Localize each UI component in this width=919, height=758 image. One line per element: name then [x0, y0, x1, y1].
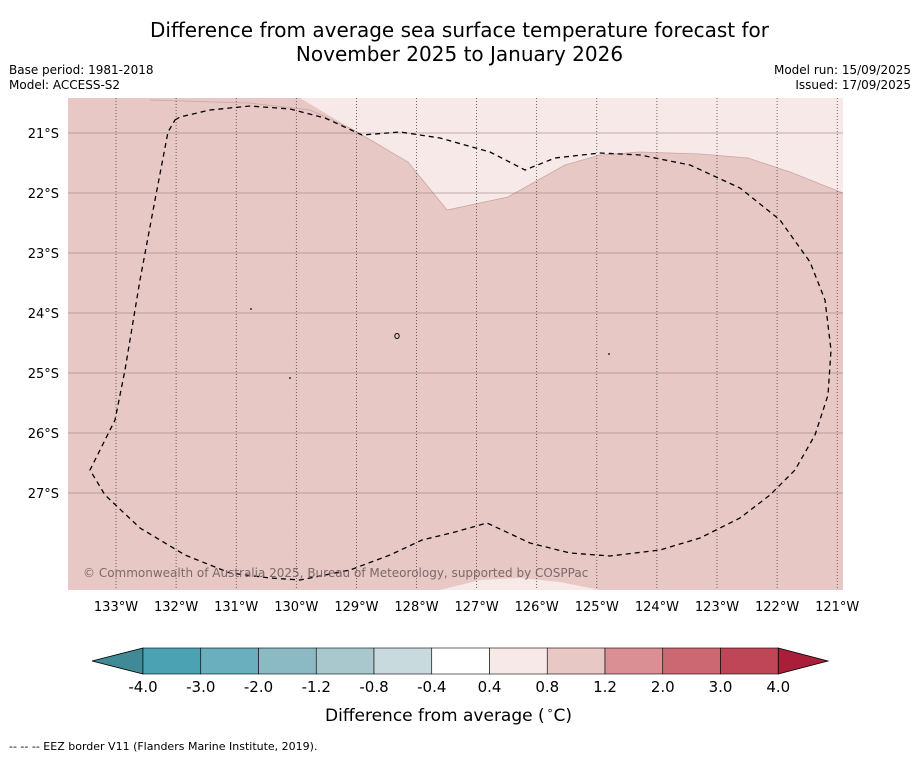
longitude-label: 131°W: [214, 600, 258, 615]
colorbar-swatch: [431, 647, 490, 675]
colorbar-over-arrow: [777, 647, 830, 675]
colorbar-swatch: [546, 647, 606, 675]
map-title: Difference from average sea surface temp…: [0, 18, 919, 66]
colorbar-tick-label: 0.4: [478, 678, 502, 696]
longitude-label: 121°W: [815, 600, 859, 615]
gridlines: [68, 98, 843, 590]
colorbar-tick-label: 0.8: [535, 678, 559, 696]
island: [289, 377, 291, 379]
colorbar-tick-label: 3.0: [709, 678, 733, 696]
longitude-label: 125°W: [575, 600, 619, 615]
colorbar-title: Difference from average (∘C): [325, 704, 572, 726]
anomaly-field-0.4-0.8: [68, 98, 843, 210]
base-period: Base period: 1981-2018: [9, 63, 154, 77]
longitude-label: 122°W: [755, 600, 799, 615]
colorbar-tick-label: 1.2: [593, 678, 617, 696]
latitude-label: 27°S: [28, 487, 59, 502]
model-name: Model: ACCESS-S2: [9, 78, 121, 92]
footnote-eez: -- -- -- EEZ border V11 (Flanders Marine…: [9, 740, 318, 753]
issued-date: Issued: 17/09/2025: [795, 78, 911, 92]
colorbar-swatch: [200, 647, 259, 675]
longitude-label: 128°W: [394, 600, 438, 615]
latitude-label: 22°S: [28, 187, 59, 202]
longitude-label: 127°W: [455, 600, 499, 615]
colorbar-tick-label: 4.0: [766, 678, 790, 696]
longitude-label: 126°W: [515, 600, 559, 615]
longitude-labels: 133°W 132°W 131°W 130°W 129°W 128°W 127°W 126°W…: [94, 600, 860, 615]
island: [608, 353, 610, 355]
latitude-label: 24°S: [28, 307, 59, 322]
colorbar-swatch: [604, 647, 664, 675]
latitude-label: 25°S: [28, 367, 59, 382]
meta-left: Base period: 1981-2018 Model: ACCESS-S2: [9, 63, 154, 93]
anomaly-contour: [149, 99, 843, 211]
colorbar-tick-label: -0.8: [359, 678, 388, 696]
longitude-label: 133°W: [94, 600, 138, 615]
map-area: © Commonwealth of Australia 2025, Bureau…: [68, 98, 843, 590]
colorbar-tick-label: 2.0: [651, 678, 675, 696]
colorbar-swatch: [258, 647, 317, 675]
longitude-label: 132°W: [154, 600, 198, 615]
title-line-1: Difference from average sea surface temp…: [149, 18, 769, 42]
eez-border: [89, 105, 832, 581]
latitude-label: 23°S: [28, 247, 59, 262]
colorbar-tick-label: -4.0: [128, 678, 157, 696]
colorbar-swatch: [315, 647, 375, 675]
island: [394, 333, 400, 339]
longitude-label: 124°W: [635, 600, 679, 615]
title-line-2: November 2025 to January 2026: [295, 42, 624, 66]
colorbar-under-arrow: [91, 647, 144, 675]
island: [250, 308, 252, 310]
longitude-label: 123°W: [695, 600, 739, 615]
colorbar-tick-label: -0.4: [417, 678, 446, 696]
colorbar-tick-label: -3.0: [186, 678, 215, 696]
latitude-label: 26°S: [28, 427, 59, 442]
colorbar-swatch: [662, 647, 721, 675]
latitude-labels: 21°S 22°S 23°S 24°S 25°S 26°S 27°S: [28, 127, 59, 502]
colorbar-swatch: [373, 647, 433, 675]
colorbar: -4.0 -3.0 -2.0 -1.2 -0.8 -0.4 0.4 0.8 1.2 2.0 3.0 4…: [91, 647, 830, 696]
meta-right: Model run: 15/09/2025 Issued: 17/09/2025: [774, 63, 911, 93]
longitude-label: 129°W: [334, 600, 378, 615]
latitude-label: 21°S: [28, 127, 59, 142]
colorbar-tick-label: -1.2: [302, 678, 331, 696]
copyright-text: © Commonwealth of Australia 2025, Bureau…: [83, 566, 588, 580]
model-run: Model run: 15/09/2025: [773, 63, 911, 77]
colorbar-swatch: [720, 647, 779, 675]
colorbar-swatch: [489, 647, 548, 675]
colorbar-swatch: [142, 647, 202, 675]
colorbar-tick-label: -2.0: [244, 678, 273, 696]
longitude-label: 130°W: [274, 600, 318, 615]
